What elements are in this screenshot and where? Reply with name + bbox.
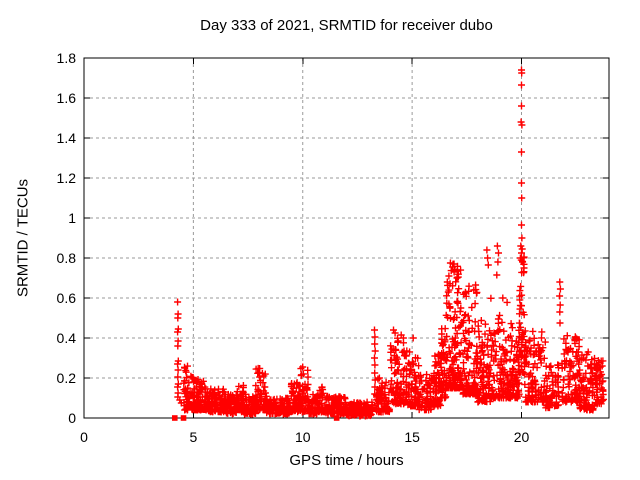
y-tick-label: 1 <box>68 210 76 226</box>
y-tick-label: 1.8 <box>57 50 77 66</box>
x-axis-label: GPS time / hours <box>289 452 404 469</box>
zero-value-square-marker <box>171 415 178 421</box>
y-tick-label: 0.8 <box>57 250 77 266</box>
y-tick-label: 0.6 <box>57 290 77 306</box>
y-tick-label: 1.6 <box>57 90 77 106</box>
scatter-points <box>174 66 607 420</box>
chart-title: Day 333 of 2021, SRMTID for receiver dub… <box>200 17 493 34</box>
x-tick-label: 15 <box>404 429 420 445</box>
y-tick-label: 0.4 <box>57 330 77 346</box>
y-tick-label: 1.4 <box>57 130 77 146</box>
zero-value-square-marker <box>333 415 340 421</box>
x-tick-label: 10 <box>295 429 311 445</box>
y-tick-label: 0 <box>68 410 76 426</box>
y-tick-label: 1.2 <box>57 170 77 186</box>
x-tick-label: 0 <box>80 429 88 445</box>
zero-value-square-marker <box>180 415 187 421</box>
x-tick-label: 20 <box>514 429 530 445</box>
x-tick-label: 5 <box>189 429 197 445</box>
y-tick-label: 0.2 <box>57 370 77 386</box>
